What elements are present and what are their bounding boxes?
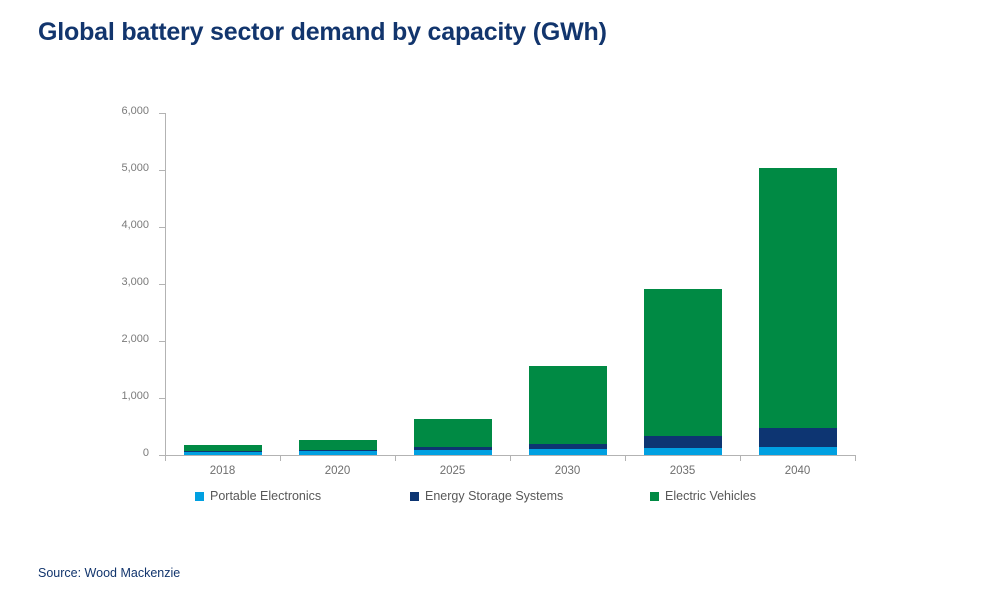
y-axis-tick-label: 6,000 [121, 105, 149, 117]
bar-stack[interactable] [183, 445, 262, 455]
bar-segment-electric-vehicles[interactable] [758, 168, 837, 429]
bar-segment-energy-storage-systems[interactable] [643, 435, 722, 448]
bar-segment-electric-vehicles[interactable] [643, 288, 722, 436]
x-axis-tick-label: 2020 [324, 465, 351, 477]
bar-segment-energy-storage-systems[interactable] [183, 450, 262, 452]
bar-segment-electric-vehicles[interactable] [298, 440, 377, 451]
legend-item-energy-storage-systems[interactable]: Energy Storage Systems [410, 489, 563, 503]
bar-stack[interactable] [298, 440, 377, 455]
legend-item-portable-electronics[interactable]: Portable Electronics [195, 489, 321, 503]
legend-item-label: Portable Electronics [210, 489, 322, 503]
bar-segment-energy-storage-systems[interactable] [758, 428, 837, 448]
y-axis-tick: 3,000 [121, 276, 165, 288]
x-axis-tick-label: 2018 [209, 465, 236, 477]
bar-segment-portable-electronics[interactable] [528, 448, 607, 455]
y-axis-tick-label: 5,000 [121, 162, 149, 174]
bar-segment-energy-storage-systems[interactable] [413, 446, 492, 451]
y-axis-tick-label: 2,000 [121, 333, 149, 345]
bar-segment-portable-electronics[interactable] [758, 447, 837, 455]
bar-segment-portable-electronics[interactable] [298, 451, 377, 455]
page-title: Global battery sector demand by capacity… [38, 18, 607, 46]
y-axis-tick: 0 [143, 447, 165, 459]
y-axis-tick-label: 0 [142, 447, 149, 459]
bar-stack[interactable] [758, 168, 837, 455]
source-note: Source: Wood Mackenzie [38, 566, 181, 580]
x-axis-tick-label: 2035 [669, 465, 696, 477]
bar-segment-portable-electronics[interactable] [643, 447, 722, 455]
x-axis-tick-label: 2030 [554, 465, 581, 477]
y-axis-tick-label: 3,000 [121, 276, 149, 288]
bar-stack[interactable] [643, 288, 722, 455]
x-axis-tick [165, 455, 166, 461]
x-axis-tick [395, 455, 396, 461]
y-axis-tick-label: 4,000 [121, 219, 149, 231]
chart-legend: Portable Electronics Energy Storage Syste… [165, 489, 855, 511]
y-axis-tick: 2,000 [121, 333, 165, 345]
legend-swatch-icon [650, 491, 659, 501]
x-axis-tick [740, 455, 741, 461]
bar-stack[interactable] [413, 418, 492, 455]
legend-item-label: Electric Vehicles [665, 489, 757, 503]
y-axis-tick: 4,000 [121, 219, 165, 231]
bar-segment-energy-storage-systems[interactable] [528, 443, 607, 449]
bar-segment-energy-storage-systems[interactable] [298, 450, 377, 452]
bar-segment-electric-vehicles[interactable] [183, 445, 262, 451]
bar-stack[interactable] [528, 366, 607, 455]
bar-segment-portable-electronics[interactable] [413, 450, 492, 455]
bar-segment-electric-vehicles[interactable] [528, 366, 607, 444]
x-axis-tick [625, 455, 626, 461]
x-axis-tick-label: 2025 [439, 465, 466, 477]
legend-swatch-icon [195, 491, 204, 501]
y-axis-tick-label: 1,000 [121, 390, 149, 402]
y-axis-tick: 6,000 [121, 105, 165, 117]
x-axis-tick [855, 455, 856, 461]
bar-segment-portable-electronics[interactable] [183, 451, 262, 455]
bar-segment-electric-vehicles[interactable] [413, 418, 492, 447]
legend-item-electric-vehicles[interactable]: Electric Vehicles [650, 489, 756, 503]
y-axis-tick: 5,000 [121, 162, 165, 174]
x-axis-tick-label: 2040 [784, 465, 811, 477]
legend-swatch-icon [410, 491, 419, 501]
x-axis-tick [280, 455, 281, 461]
legend-item-label: Energy Storage Systems [425, 489, 564, 503]
plot-area: 6,000 5,000 4,000 3,000 2,000 1,000 0 2018 2020… [121, 105, 856, 477]
y-axis-line [165, 113, 166, 455]
y-axis-tick: 1,000 [121, 390, 165, 402]
x-axis-tick [510, 455, 511, 461]
